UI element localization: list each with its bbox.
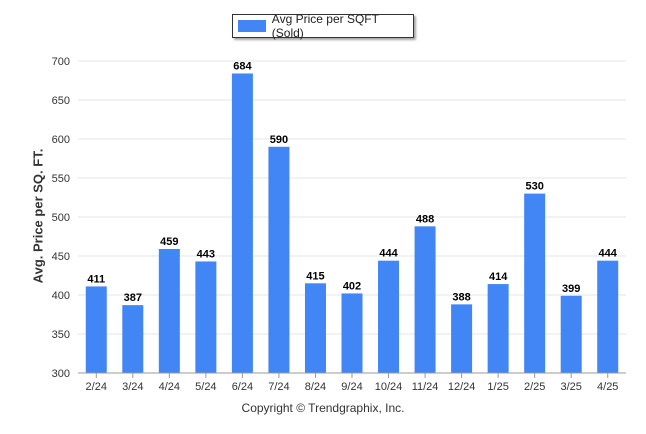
legend-swatch [238,20,266,32]
y-tick-label: 650 [52,95,70,107]
data-label: 388 [452,291,470,303]
x-tick-label: 3/24 [122,381,143,393]
x-tick-label: 5/24 [195,381,216,393]
x-tick-label: 3/25 [560,381,581,393]
copyright: Copyright © Trendgraphix, Inc. [241,401,405,415]
bar-12/24 [451,304,473,373]
bar-2/24 [85,286,107,373]
bar-4/25 [597,260,619,373]
data-labels: 411 387 459 443 684 590 415 402 444 488 388 414 530 3… [87,60,617,304]
legend-label: Avg Price per SQFT (Sold) [271,12,379,40]
x-tick-label: 2/25 [524,381,545,393]
data-label: 443 [197,248,215,260]
bar-11/24 [414,226,436,373]
x-tick-label: 9/24 [341,381,362,393]
x-tick-label: 10/24 [375,381,403,393]
y-tick-label: 700 [52,56,70,68]
x-tick-label: 8/24 [305,381,326,393]
bar-4/24 [158,248,180,373]
data-label: 402 [343,280,361,292]
y-tick-label: 350 [52,329,70,341]
x-tick-label: 6/24 [232,381,253,393]
bar-8/24 [304,283,326,373]
bar-9/24 [341,293,363,373]
y-tick-label: 450 [52,251,70,263]
data-label: 684 [233,60,252,72]
legend: Avg Price per SQFT (Sold) [232,12,414,40]
bar-2/25 [524,193,546,373]
data-label: 387 [124,292,142,304]
bar-5/24 [195,261,217,373]
x-tick-label: 4/25 [597,381,618,393]
data-label: 399 [562,283,580,295]
data-label: 444 [599,248,618,260]
bar-1/25 [487,284,509,373]
x-tick-label: 2/24 [86,381,107,393]
y-tick-label: 500 [52,212,70,224]
data-label: 488 [416,213,434,225]
y-tick-label: 550 [52,173,70,185]
data-label: 415 [306,270,324,282]
x-tick-label: 4/24 [159,381,180,393]
y-tick-label: 400 [52,290,70,302]
bar-3/24 [122,305,144,373]
data-label: 411 [87,273,105,285]
y-tick-label: 600 [52,134,70,146]
bar-10/24 [378,260,400,373]
x-axis-ticks: 2/24 3/24 4/24 5/24 6/24 7/24 8/24 9/24 10/24 11/… [86,373,618,393]
x-tick-label: 1/25 [487,381,508,393]
bars [85,73,619,373]
y-tick-label: 300 [52,368,70,380]
x-tick-label: 7/24 [268,381,289,393]
x-tick-label: 12/24 [448,381,476,393]
bar-6/24 [231,73,253,373]
y-axis-ticks: 300 350 400 450 500 550 600 650 700 [52,56,70,380]
x-tick-label: 11/24 [412,381,439,393]
data-label: 459 [160,236,178,248]
data-label: 444 [379,248,398,260]
bar-7/24 [268,146,290,373]
data-label: 530 [525,181,543,193]
data-label: 414 [489,271,508,283]
bar-3/25 [560,295,582,373]
data-label: 590 [270,134,288,146]
